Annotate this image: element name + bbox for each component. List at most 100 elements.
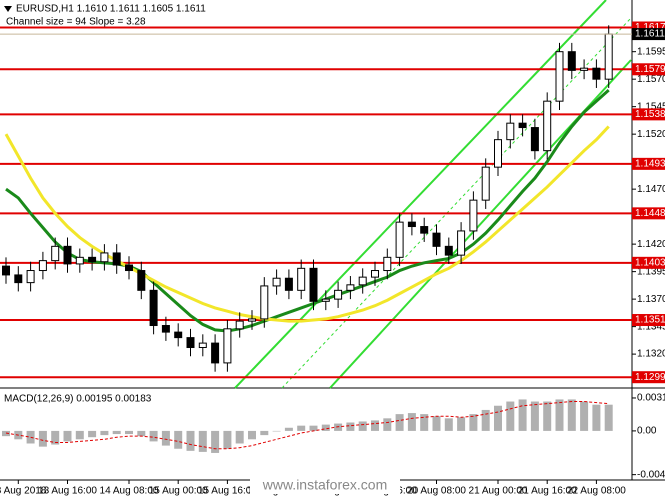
x-tick-label: 22 Aug 08:00 — [567, 486, 626, 497]
y-tick-label: 1.1420 — [637, 239, 665, 250]
level-label-box — [632, 63, 665, 76]
x-tick-label: 21 Aug 16:00 — [518, 486, 577, 497]
x-tick-label: 15 Aug 16:00 — [198, 486, 257, 497]
candle-body — [506, 122, 515, 141]
candle-body — [346, 284, 355, 291]
candle-body — [248, 318, 256, 322]
candle-body — [75, 256, 84, 265]
candle-body — [604, 33, 613, 80]
level-label: 1.1538 — [635, 109, 665, 120]
macd-bar — [407, 413, 416, 431]
macd-bar — [63, 430, 72, 442]
level-label-box — [632, 256, 665, 269]
macd-bar — [457, 417, 466, 431]
macd-bar — [444, 418, 453, 431]
candle-body — [469, 199, 478, 232]
candle-body — [161, 325, 170, 333]
macd-bar — [125, 430, 133, 435]
candle-body — [63, 245, 72, 265]
candle-body — [567, 51, 576, 71]
macd-bar — [481, 409, 490, 431]
candle-body — [444, 245, 453, 256]
channel-line — [234, 0, 607, 389]
candle-body — [592, 67, 601, 80]
candle-body — [174, 331, 183, 339]
macd-bar — [211, 430, 220, 453]
macd-title: MACD(12,26,9) 0.00195 0.00183 — [4, 394, 152, 405]
candle-body — [14, 274, 23, 284]
macd-bar — [137, 430, 146, 437]
y-tick-label: 1.1570 — [637, 74, 665, 85]
level-label: 1.1493 — [635, 158, 665, 169]
macd-bar — [530, 401, 539, 431]
level-label: 1.1351 — [635, 315, 665, 326]
candle-body — [125, 264, 133, 272]
macd-bar — [51, 430, 60, 445]
level-label: 1.1403 — [635, 257, 665, 268]
current-price-label: 1.1611 — [635, 29, 665, 40]
macd-bar — [309, 425, 318, 431]
macd-bar — [75, 430, 84, 440]
macd-bar — [297, 425, 306, 431]
candle-body — [580, 67, 589, 71]
candle-body — [530, 127, 539, 152]
macd-bar — [334, 423, 343, 431]
level-label: 1.1448 — [635, 208, 665, 219]
level-label: 1.1579 — [635, 64, 665, 75]
x-tick-label: 20 Aug 08:00 — [407, 486, 466, 497]
candle-body — [235, 320, 244, 330]
candle-body — [420, 226, 429, 234]
candle-body — [321, 298, 330, 302]
macd-bar — [100, 430, 109, 436]
x-tick-label: 13 Aug 2018 — [0, 486, 47, 497]
macd-bar — [604, 404, 613, 431]
candle-body — [481, 166, 490, 201]
candle-body — [211, 342, 220, 364]
macd-bar — [112, 430, 121, 435]
macd-bar — [383, 418, 392, 431]
watermark: www.instaforex.com — [262, 477, 387, 493]
candle-body — [137, 270, 146, 291]
macd-bar — [223, 430, 232, 449]
y-tick-label: 1.1470 — [637, 184, 665, 195]
macd-bar — [260, 430, 269, 436]
macd-bar — [235, 430, 244, 444]
x-tick-label: 15 Aug 00:00 — [149, 486, 208, 497]
macd-bar — [284, 427, 293, 431]
macd-bar — [420, 414, 429, 431]
candle-body — [518, 122, 527, 129]
chart-subtitle: Channel size = 94 Slope = 3.28 — [6, 17, 146, 28]
macd-bar — [469, 414, 478, 431]
macd-bar — [174, 430, 183, 449]
macd-tick-label: -0.00417 — [637, 469, 665, 480]
level-label-box — [632, 207, 665, 220]
y-tick-label: 1.1545 — [637, 101, 665, 112]
candle-body — [358, 276, 367, 286]
macd-bar — [592, 404, 601, 431]
candle-body — [272, 277, 281, 287]
candle-body — [26, 270, 35, 284]
y-tick-label: 1.1345 — [637, 321, 665, 332]
level-label-box — [632, 157, 665, 170]
watermark-bg — [250, 477, 400, 494]
macd-tick-label: 0.00314 — [637, 393, 665, 404]
candle-body — [38, 260, 47, 272]
macd-bar — [346, 422, 355, 431]
macd-bar — [371, 420, 379, 431]
candle-body — [198, 342, 207, 349]
macd-bar — [149, 430, 158, 442]
candle-body — [334, 289, 343, 300]
candle-body — [494, 139, 502, 168]
candle-body — [555, 51, 564, 102]
channel-midline — [281, 17, 632, 389]
y-tick-label: 1.1595 — [637, 46, 665, 57]
x-tick-label: 21 Aug 00:00 — [469, 486, 528, 497]
candle-body — [395, 221, 404, 258]
y-tick-label: 1.1320 — [637, 349, 665, 360]
candle-body — [284, 277, 293, 291]
macd-bar — [580, 401, 589, 431]
macd-bar — [555, 399, 564, 431]
macd-bar — [358, 421, 367, 431]
